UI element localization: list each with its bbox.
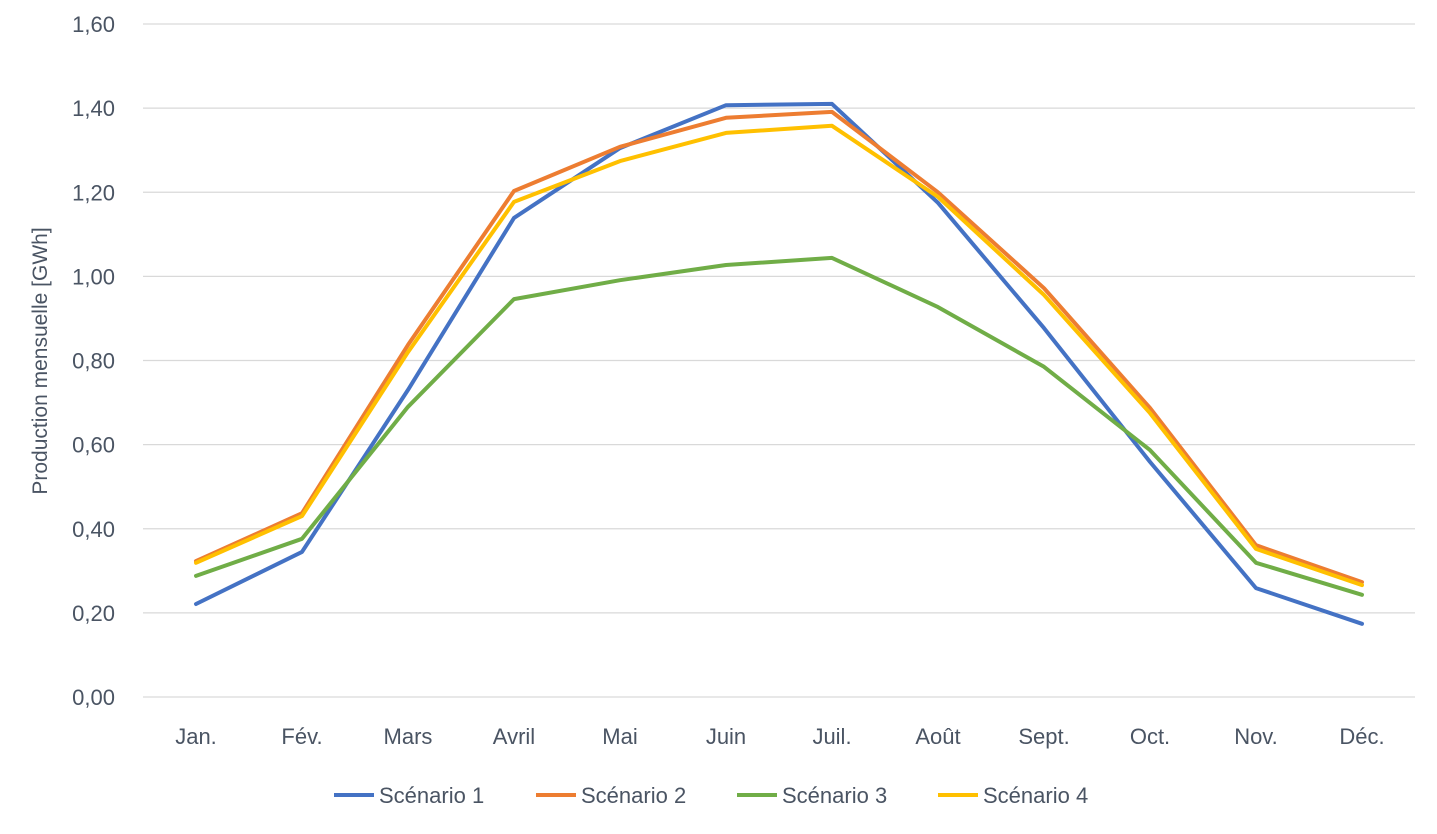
y-tick-label: 0,80 (72, 349, 115, 374)
x-tick-label: Déc. (1339, 724, 1384, 749)
y-tick-label: 0,00 (72, 685, 115, 710)
x-tick-label: Sept. (1018, 724, 1069, 749)
y-tick-label: 1,00 (72, 264, 115, 289)
x-tick-label: Juil. (812, 724, 851, 749)
legend-item-1: Scénario 1 (334, 783, 484, 808)
y-axis-label: Production mensuelle [GWh] (29, 227, 52, 494)
series-lines (194, 101, 1364, 626)
series-line-2 (194, 109, 1364, 585)
x-tick-label: Jan. (175, 724, 217, 749)
x-tick-label: Nov. (1234, 724, 1278, 749)
y-tick-label: 0,40 (72, 517, 115, 542)
legend: Scénario 1 Scénario 2 Scénario 3 Scénario 4 (334, 783, 1088, 808)
series-line-1 (194, 101, 1364, 626)
y-tick-labels: 0,00 0,20 0,40 0,60 0,80 1,00 1,20 1,40 1,60 (72, 12, 115, 710)
x-tick-label: Août (915, 724, 960, 749)
y-tick-label: 1,60 (72, 12, 115, 37)
legend-label: Scénario 2 (581, 783, 686, 808)
x-tick-label: Mai (602, 724, 637, 749)
y-tick-label: 1,40 (72, 96, 115, 121)
x-tick-label: Avril (493, 724, 535, 749)
y-tick-label: 0,60 (72, 433, 115, 458)
y-tick-label: 0,20 (72, 601, 115, 626)
series-line-4 (194, 123, 1364, 588)
legend-label: Scénario 1 (379, 783, 484, 808)
legend-item-2: Scénario 2 (536, 783, 686, 808)
legend-label: Scénario 4 (983, 783, 1088, 808)
legend-label: Scénario 3 (782, 783, 887, 808)
x-tick-label: Mars (384, 724, 433, 749)
x-tick-label: Fév. (281, 724, 322, 749)
gridlines (143, 23, 1415, 698)
series-line-3 (194, 255, 1364, 597)
x-tick-label: Juin (706, 724, 746, 749)
y-tick-label: 1,20 (72, 180, 115, 205)
legend-item-3: Scénario 3 (737, 783, 887, 808)
legend-item-4: Scénario 4 (938, 783, 1088, 808)
x-tick-labels: Jan. Fév. Mars Avril Mai Juin Juil. Août Sept. Oc… (175, 724, 1384, 749)
x-tick-label: Oct. (1130, 724, 1170, 749)
